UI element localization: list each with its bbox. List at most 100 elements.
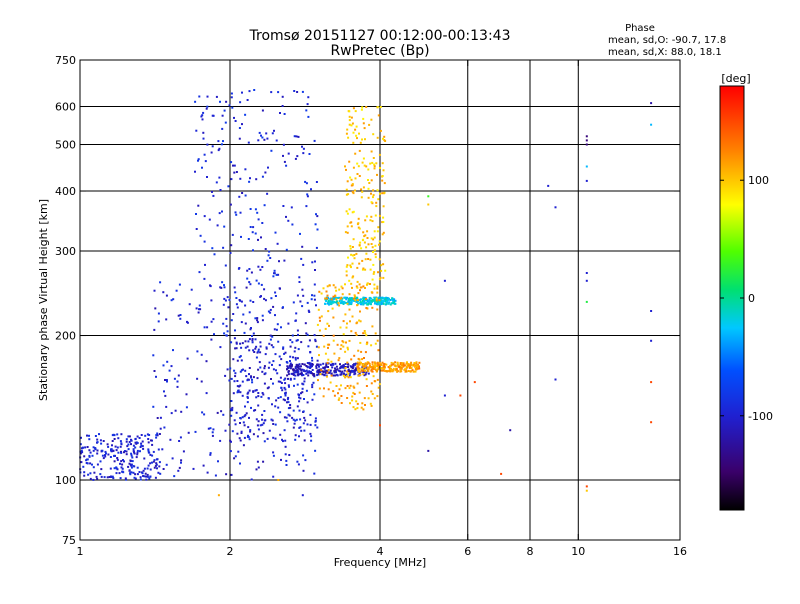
- o-mode-point: [379, 296, 382, 299]
- o-mode-point: [283, 429, 286, 432]
- o-mode-point: [203, 326, 206, 329]
- x-mode-point: [353, 257, 356, 260]
- o-mode-point: [249, 429, 252, 432]
- o-mode-point: [323, 367, 326, 370]
- o-mode-point: [162, 291, 165, 294]
- o-mode-point: [128, 469, 131, 472]
- x-mode-point: [345, 210, 348, 213]
- o-mode-point: [261, 175, 264, 178]
- x-mode-point: [373, 361, 376, 364]
- x-mode-point: [375, 299, 378, 302]
- o-mode-point: [120, 460, 123, 463]
- isolated-point: [301, 494, 304, 497]
- o-mode-point: [202, 464, 205, 467]
- o-mode-point: [142, 475, 145, 477]
- o-mode-point: [224, 429, 227, 432]
- o-mode-point: [342, 366, 345, 369]
- o-mode-point: [96, 438, 99, 441]
- o-mode-point: [296, 460, 299, 463]
- x-mode-point: [337, 359, 340, 362]
- x-mode-point: [379, 214, 381, 217]
- o-mode-point: [239, 355, 242, 358]
- o-mode-point: [261, 109, 264, 112]
- x-mode-point: [359, 341, 362, 344]
- o-mode-point: [389, 299, 392, 301]
- o-mode-point: [378, 302, 380, 305]
- o-mode-point: [259, 366, 262, 369]
- x-mode-point: [373, 236, 376, 239]
- o-mode-point: [219, 346, 222, 349]
- o-mode-point: [280, 326, 282, 329]
- o-mode-point: [297, 463, 300, 466]
- o-mode-point: [205, 360, 208, 363]
- o-mode-point: [239, 370, 242, 373]
- o-mode-point: [310, 370, 312, 373]
- o-mode-point: [268, 250, 271, 253]
- o-mode-point: [282, 398, 285, 401]
- x-mode-point: [376, 308, 379, 311]
- isolated-point: [650, 123, 653, 126]
- o-mode-point: [288, 385, 290, 388]
- o-mode-point: [178, 440, 181, 442]
- o-mode-point: [223, 286, 226, 289]
- o-mode-point: [138, 471, 141, 473]
- o-mode-point: [162, 364, 165, 367]
- x-mode-point: [372, 133, 375, 136]
- x-mode-point: [361, 259, 364, 262]
- o-mode-point: [226, 368, 229, 371]
- x-mode-point: [372, 251, 374, 253]
- o-mode-point: [232, 392, 235, 395]
- x-mode-point: [374, 366, 377, 368]
- o-mode-point: [88, 454, 91, 457]
- x-mode-point: [349, 245, 352, 248]
- o-mode-point: [236, 380, 239, 382]
- x-mode-point: [360, 406, 363, 409]
- x-mode-point: [351, 262, 354, 265]
- o-mode-point: [134, 437, 137, 440]
- o-mode-point: [197, 204, 200, 207]
- o-mode-point: [276, 372, 279, 375]
- x-mode-point: [418, 365, 420, 368]
- x-mode-point: [378, 258, 381, 261]
- x-mode-point: [371, 161, 374, 164]
- x-mode-point: [331, 307, 334, 310]
- x-mode-point: [362, 238, 365, 241]
- o-mode-point: [305, 365, 308, 367]
- x-mode-point: [338, 304, 341, 307]
- o-mode-point: [287, 384, 290, 387]
- x-mode-point: [359, 286, 362, 289]
- o-mode-point: [233, 457, 236, 460]
- x-mode-point: [344, 165, 346, 168]
- x-mode-point: [359, 361, 361, 364]
- o-mode-point: [113, 467, 116, 470]
- o-mode-point: [302, 369, 305, 372]
- o-mode-point: [221, 210, 223, 213]
- x-mode-point: [381, 221, 384, 224]
- o-mode-point: [295, 339, 298, 342]
- o-mode-point: [225, 100, 228, 103]
- x-mode-point: [357, 357, 360, 360]
- o-mode-point: [280, 386, 283, 389]
- o-mode-point: [264, 353, 267, 356]
- o-mode-point: [129, 463, 132, 466]
- o-mode-point: [247, 141, 250, 144]
- o-mode-point: [179, 317, 182, 320]
- o-mode-point: [133, 451, 135, 454]
- o-mode-point: [325, 370, 328, 373]
- o-mode-point: [310, 365, 313, 367]
- o-mode-point: [240, 432, 243, 434]
- o-mode-point: [201, 166, 203, 169]
- o-mode-point: [362, 300, 364, 302]
- o-mode-point: [197, 158, 200, 161]
- o-mode-point: [236, 385, 239, 388]
- x-mode-point: [364, 332, 367, 335]
- o-mode-point: [88, 434, 90, 437]
- o-mode-point: [136, 435, 139, 438]
- x-mode-point: [357, 349, 360, 352]
- x-mode-point: [370, 366, 373, 369]
- o-mode-point: [246, 395, 249, 398]
- isolated-point: [459, 394, 462, 397]
- o-mode-point: [112, 449, 115, 452]
- o-mode-point: [308, 362, 311, 365]
- o-mode-point: [317, 371, 320, 374]
